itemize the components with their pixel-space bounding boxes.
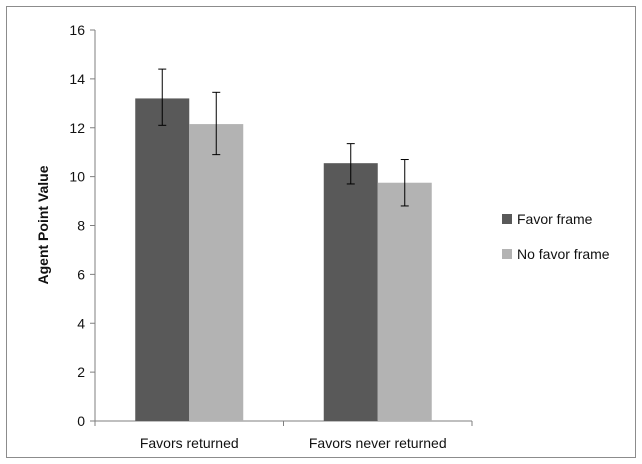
legend-label: No favor frame	[517, 246, 610, 262]
bars	[135, 98, 432, 422]
x-tick-label: Favors returned	[140, 435, 239, 451]
legend: Favor frame No favor frame	[502, 211, 610, 262]
y-tick-label: 12	[69, 120, 85, 136]
y-tick-label: 16	[69, 22, 85, 38]
bar	[323, 163, 378, 421]
legend-swatch	[502, 214, 512, 224]
chart-frame	[6, 6, 636, 458]
y-tick-label: 2	[77, 364, 85, 380]
y-tick-label: 8	[77, 218, 85, 234]
x-axis: Favors returned Favors never returned	[94, 420, 473, 451]
bar	[135, 98, 190, 422]
x-tick-label: Favors never returned	[309, 435, 447, 451]
y-axis: 0 2 4 6 8 10 12 14 16	[69, 22, 96, 429]
legend-swatch	[502, 249, 512, 259]
legend-label: Favor frame	[517, 211, 593, 227]
bar	[377, 182, 432, 421]
error-bars	[158, 68, 409, 207]
bar	[189, 124, 244, 421]
y-axis-title: Agent Point Value	[35, 165, 51, 284]
y-tick-label: 0	[77, 413, 85, 429]
y-tick-label: 14	[69, 71, 85, 87]
y-tick-label: 10	[69, 169, 85, 185]
y-tick-label: 4	[77, 315, 85, 331]
y-tick-label: 6	[77, 266, 85, 282]
